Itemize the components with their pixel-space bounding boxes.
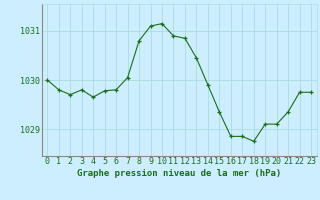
X-axis label: Graphe pression niveau de la mer (hPa): Graphe pression niveau de la mer (hPa)	[77, 169, 281, 178]
